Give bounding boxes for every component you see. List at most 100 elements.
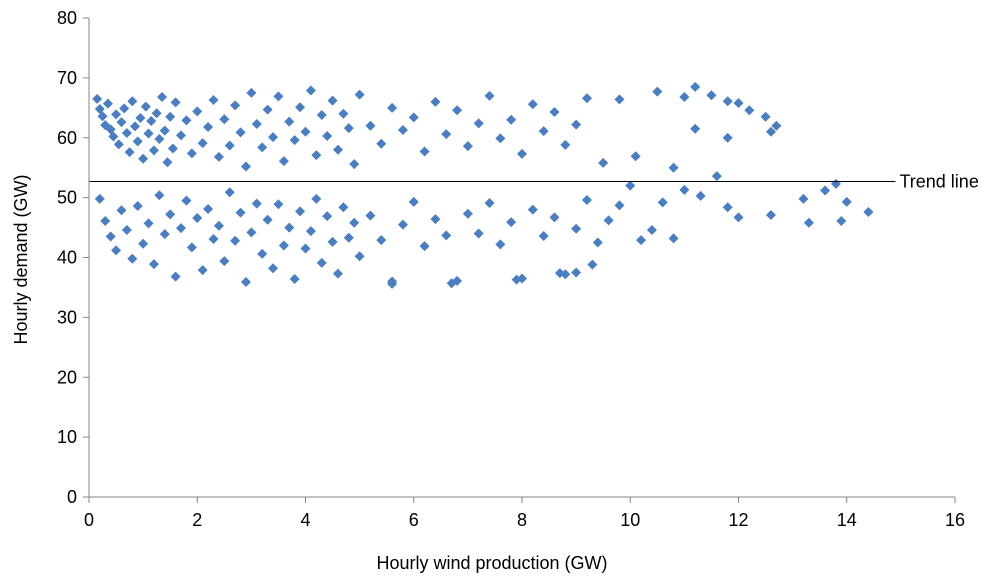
data-point (305, 226, 316, 237)
data-point (295, 102, 306, 113)
data-point (679, 184, 690, 195)
data-point (240, 277, 251, 288)
data-point (571, 267, 582, 278)
data-point (419, 146, 430, 157)
data-point (300, 126, 311, 137)
data-point (170, 271, 181, 282)
data-point (592, 237, 603, 248)
data-point (646, 224, 657, 235)
data-point (733, 98, 744, 109)
data-point (316, 257, 327, 268)
data-point (148, 145, 159, 156)
data-point (235, 127, 246, 138)
data-point (733, 212, 744, 223)
data-point (538, 230, 549, 241)
data-point (140, 101, 151, 112)
axes: 0 10 20 30 40 50 60 70 80 0 2 4 6 8 10 12 14 16 Hourly win… (11, 8, 965, 573)
data-point (495, 239, 506, 250)
data-point (327, 95, 338, 106)
data-point (863, 206, 874, 217)
data-point (154, 190, 165, 201)
data-point (273, 199, 284, 210)
data-point (246, 87, 257, 98)
y-tick-label: 50 (57, 188, 77, 208)
data-point (165, 111, 176, 122)
data-point (462, 208, 473, 219)
data-point (127, 253, 138, 264)
data-point (295, 206, 306, 217)
x-tick-label: 12 (728, 510, 748, 530)
data-point (549, 212, 560, 223)
data-point (100, 215, 111, 226)
data-point (119, 103, 130, 114)
data-point (668, 233, 679, 244)
data-point (146, 115, 157, 126)
data-point (397, 219, 408, 230)
y-tick-label: 10 (57, 427, 77, 447)
data-point (408, 112, 419, 123)
data-point (722, 132, 733, 143)
data-point (527, 204, 538, 215)
data-point (625, 180, 636, 191)
data-point (527, 99, 538, 110)
data-point (278, 156, 289, 167)
data-point (111, 245, 122, 256)
data-point (208, 233, 219, 244)
data-point (170, 97, 181, 108)
data-point (598, 157, 609, 168)
data-point (408, 196, 419, 207)
data-point (820, 185, 831, 196)
data-point (102, 98, 113, 109)
data-point (484, 198, 495, 209)
x-tick-label: 6 (409, 510, 419, 530)
data-point (305, 85, 316, 96)
data-point (138, 153, 149, 164)
data-point (130, 121, 141, 132)
data-point (668, 162, 679, 173)
data-point (744, 105, 755, 116)
data-point (176, 223, 187, 234)
data-point (132, 136, 143, 147)
x-tick-label: 14 (837, 510, 857, 530)
data-point (138, 238, 149, 249)
data-point (652, 86, 663, 97)
data-point (387, 278, 398, 289)
data-point (614, 200, 625, 211)
data-point (186, 148, 197, 159)
y-tick-label: 70 (57, 68, 77, 88)
x-tick-label: 2 (192, 510, 202, 530)
data-point (690, 123, 701, 134)
data-point (343, 123, 354, 134)
data-point (711, 171, 722, 182)
data-point (354, 251, 365, 262)
data-point (419, 241, 430, 252)
data-point (262, 104, 273, 115)
data-point (560, 139, 571, 150)
data-point (657, 197, 668, 208)
data-point (251, 198, 262, 209)
y-tick-label: 60 (57, 128, 77, 148)
y-tick-label: 80 (57, 8, 77, 28)
data-point (165, 209, 176, 220)
data-point (798, 193, 809, 204)
data-point (159, 125, 170, 136)
data-point (111, 109, 122, 120)
data-point (100, 120, 111, 131)
data-point (230, 100, 241, 111)
x-tick-label: 10 (620, 510, 640, 530)
data-point (836, 215, 847, 226)
data-point (387, 102, 398, 113)
data-point (311, 150, 322, 161)
data-point (124, 147, 135, 158)
data-point (636, 235, 647, 246)
data-point (581, 195, 592, 206)
data-point (354, 89, 365, 100)
data-point (571, 223, 582, 234)
data-point (116, 117, 127, 128)
data-point (603, 215, 614, 226)
x-axis-title: Hourly wind production (GW) (376, 553, 607, 573)
data-point (587, 259, 598, 270)
data-point (121, 224, 132, 235)
data-point (121, 127, 132, 138)
